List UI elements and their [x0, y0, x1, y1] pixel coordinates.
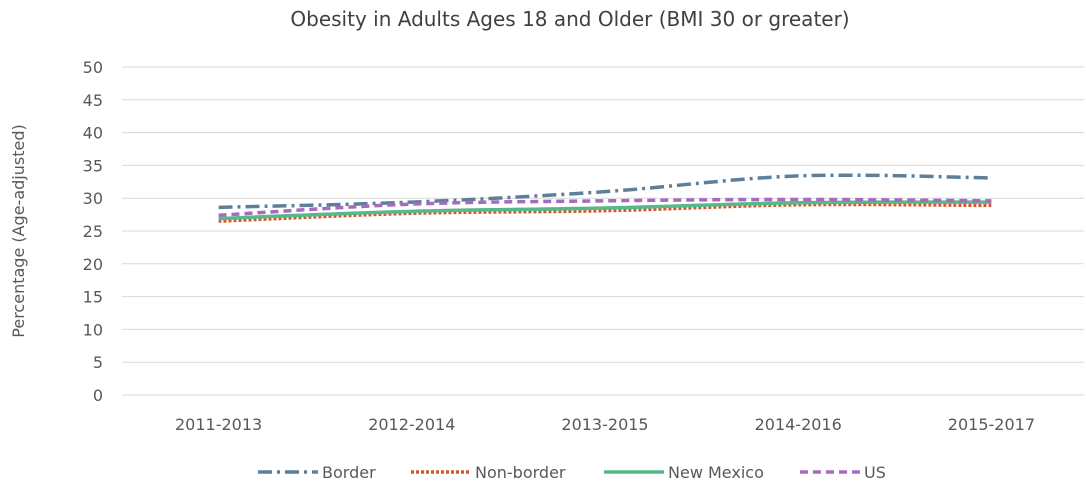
x-tick-label: 2012-2014	[368, 415, 455, 434]
y-tick-label: 30	[83, 189, 103, 208]
legend: Border Non-border New Mexico US	[258, 463, 886, 482]
y-tick-label: 40	[83, 124, 103, 143]
y-axis-ticks: 0 5 10 15 20 25 30 35 40 45 50	[83, 58, 103, 405]
series-line-non-border	[218, 202, 992, 223]
x-axis-ticks: 2011-2013 2012-2014 2013-2015 2014-2016 2015…	[175, 415, 1035, 434]
series-line-new-mexico	[218, 200, 992, 221]
legend-label-border: Border	[322, 463, 376, 482]
y-tick-label: 0	[93, 386, 103, 405]
y-tick-label: 50	[83, 58, 103, 77]
y-tick-label: 45	[83, 91, 103, 110]
y-tick-label: 20	[83, 255, 103, 274]
x-tick-label: 2014-2016	[755, 415, 842, 434]
y-tick-label: 25	[83, 222, 103, 241]
y-tick-label: 35	[83, 156, 103, 175]
legend-label-new-mexico: New Mexico	[668, 463, 764, 482]
gridlines	[122, 66, 1084, 396]
x-tick-label: 2013-2015	[561, 415, 648, 434]
x-tick-label: 2011-2013	[175, 415, 262, 434]
legend-label-non-border: Non-border	[475, 463, 566, 482]
y-axis-title: Percentage (Age-adjusted)	[9, 124, 28, 337]
x-tick-label: 2015-2017	[948, 415, 1035, 434]
series-line-border	[218, 173, 992, 210]
y-tick-label: 5	[93, 353, 103, 372]
y-tick-label: 15	[83, 288, 103, 307]
y-tick-label: 10	[83, 320, 103, 339]
legend-label-us: US	[864, 463, 886, 482]
series-lines	[218, 173, 992, 223]
chart-title: Obesity in Adults Ages 18 and Older (BMI…	[290, 7, 849, 31]
